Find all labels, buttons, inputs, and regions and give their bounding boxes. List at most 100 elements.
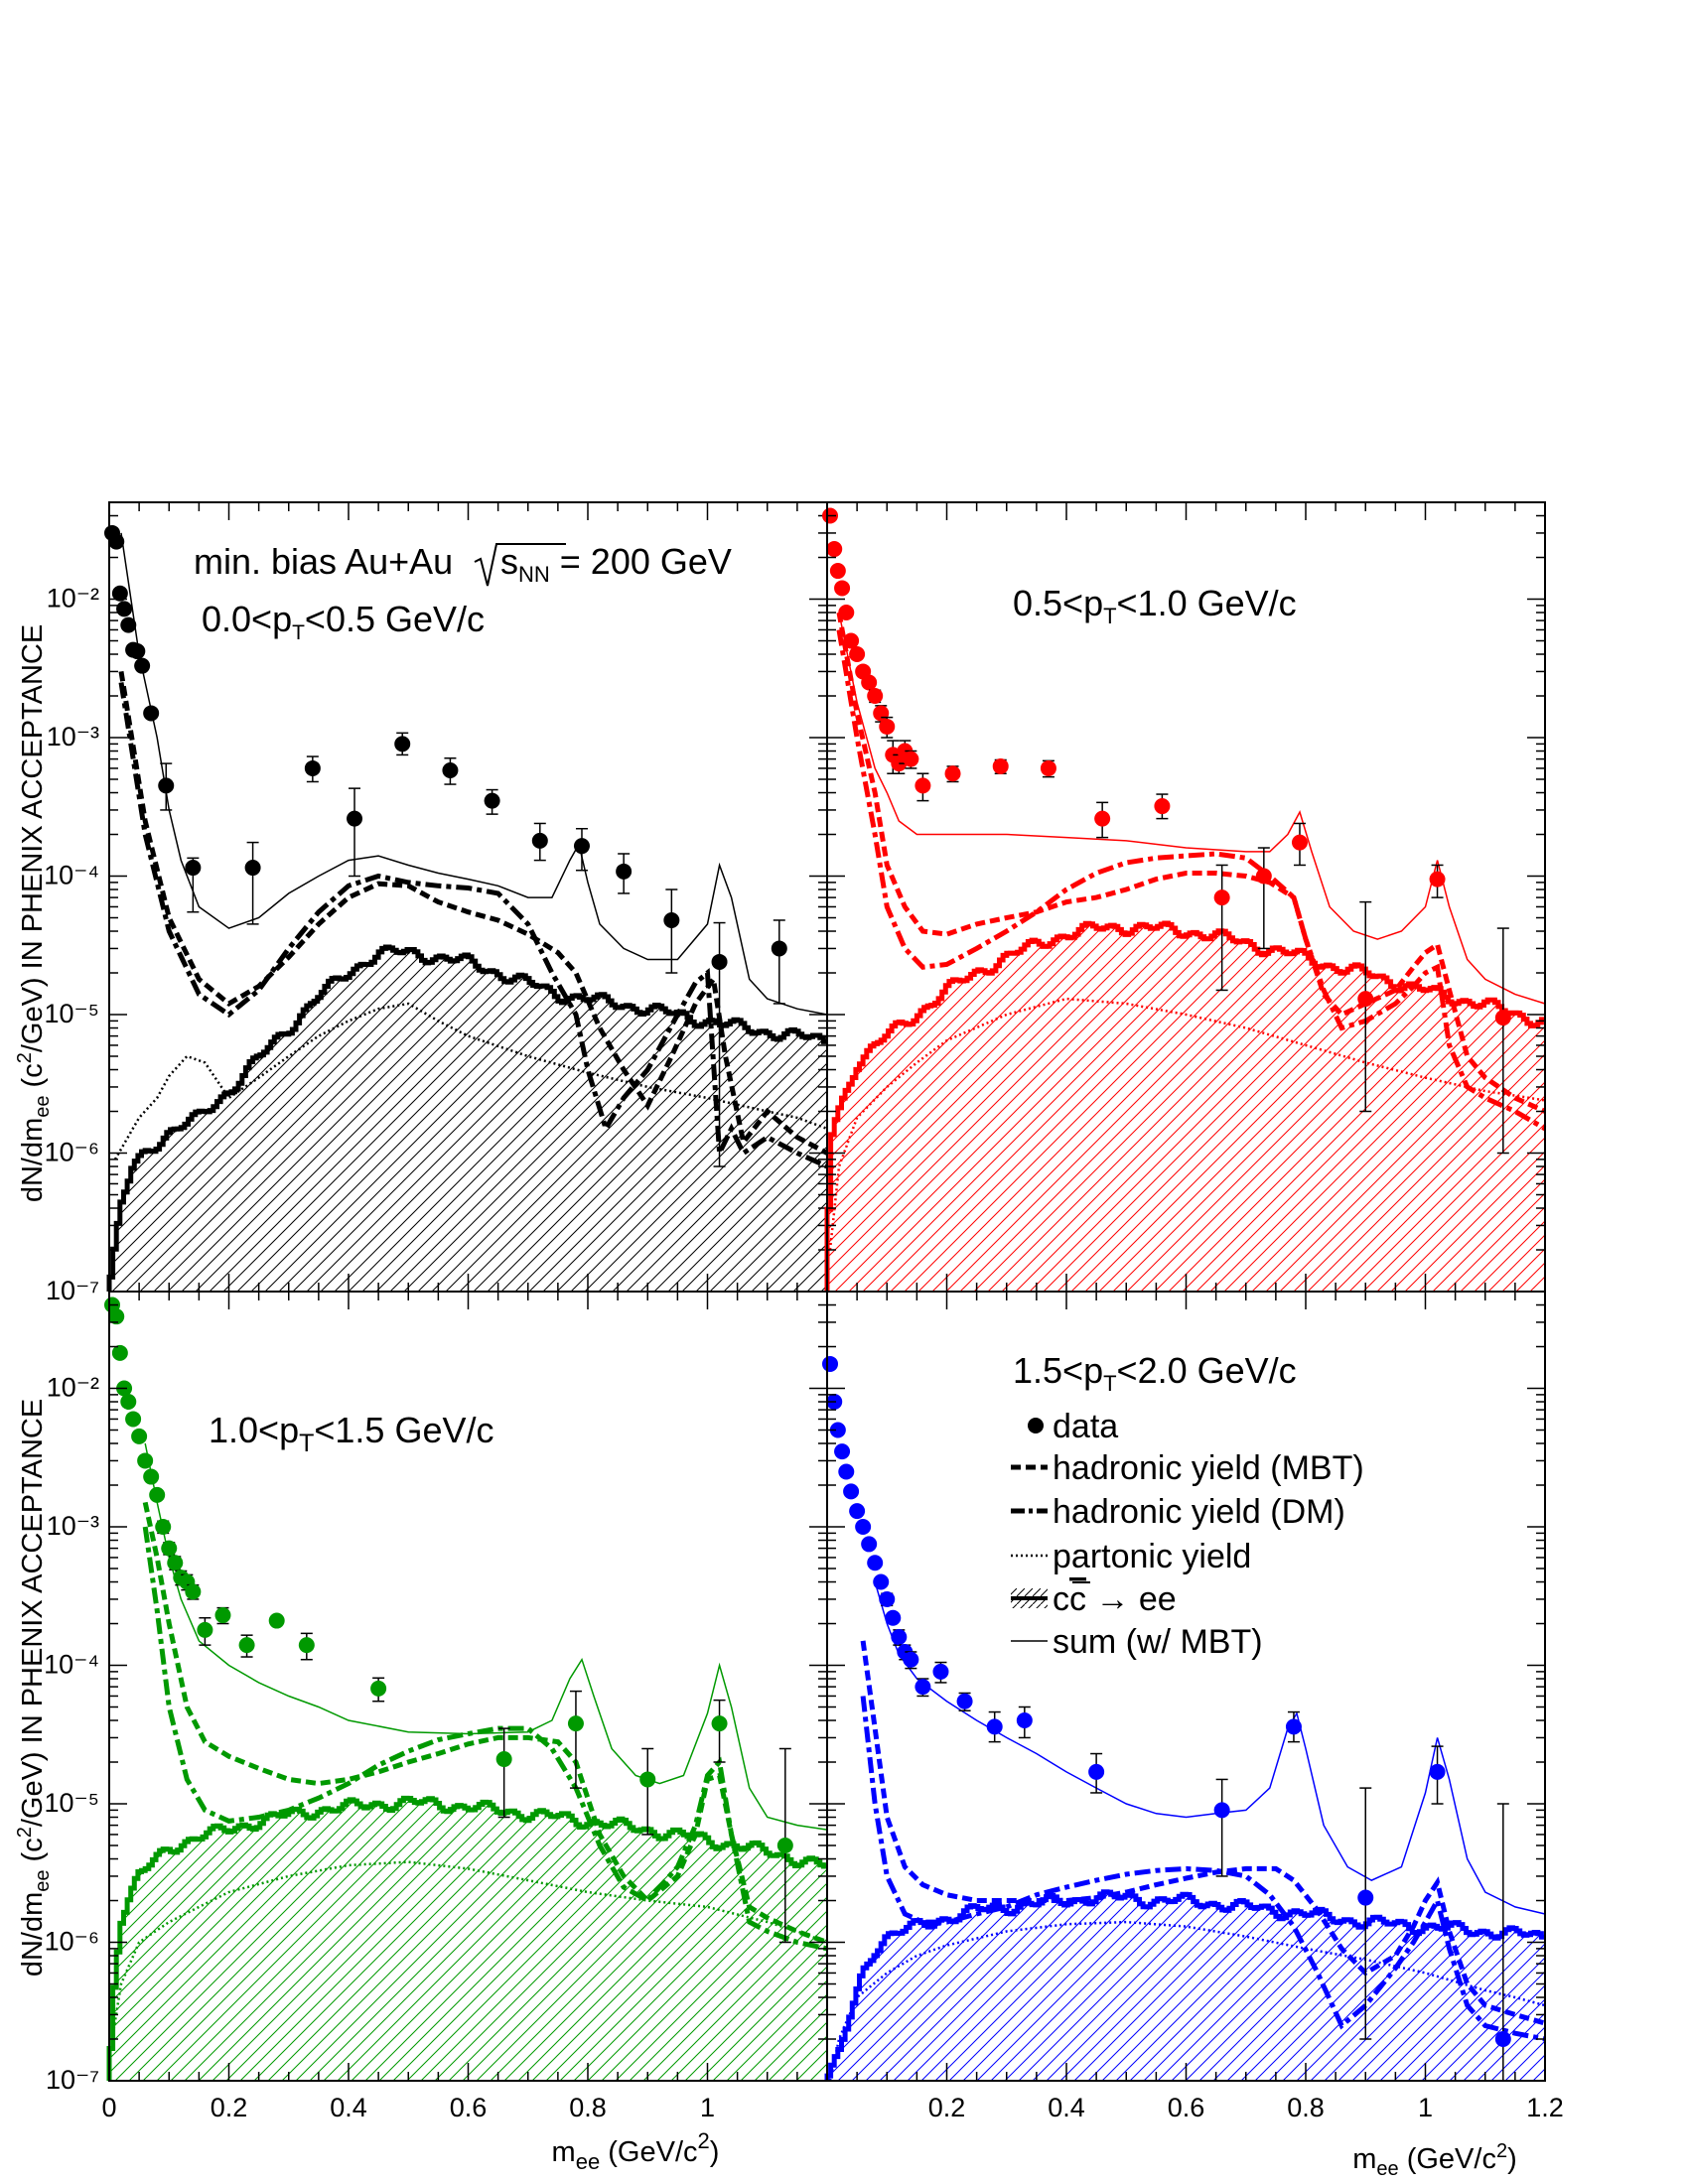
data-point: [1429, 871, 1446, 887]
figure-title: min. bias Au+Au sNN = 200 GeV: [194, 541, 732, 587]
data-point: [711, 1715, 728, 1732]
sqrt-sign-icon: [474, 543, 566, 587]
data-point: [1255, 868, 1272, 885]
legend-sum-label: sum (w/ MBT): [1053, 1623, 1263, 1661]
data-point: [849, 1503, 866, 1520]
y-axis-title-bottom: dN/dmee (c2/GeV) IN PHENIX ACCEPTANCE: [14, 1399, 54, 1977]
data-point: [891, 755, 908, 772]
data-point: [108, 533, 125, 550]
data-point: [1094, 810, 1111, 827]
data-point: [131, 1428, 148, 1444]
sum-curve: [874, 1581, 1546, 1915]
data-point: [185, 1583, 202, 1600]
data-point: [1213, 1802, 1230, 1819]
y-tick-label: 10⁻³: [47, 1511, 99, 1541]
sum-curve: [120, 532, 828, 1016]
data-point: [838, 605, 855, 621]
data-point: [903, 1651, 919, 1668]
data-point: [161, 1540, 178, 1557]
x-tick-label: 0.2: [928, 2093, 966, 2122]
data-point: [891, 1629, 908, 1646]
data-point: [867, 1555, 884, 1571]
data-point: [879, 718, 896, 735]
data-point: [879, 1590, 896, 1607]
charm-histogram: [106, 944, 827, 1292]
data-point: [347, 810, 363, 827]
x-tick-label: 0.8: [1287, 2093, 1325, 2122]
data-point: [484, 792, 500, 809]
data-point: [125, 1411, 142, 1428]
data-point: [108, 1308, 125, 1325]
data-point: [903, 751, 919, 767]
data-point: [214, 1607, 231, 1624]
data-point: [442, 762, 459, 779]
data-point: [849, 646, 866, 663]
data-point: [394, 736, 411, 752]
data-point: [298, 1637, 315, 1654]
panel-label-pt-1: 0.5<pT<1.0 GeV/c: [1013, 583, 1297, 628]
data-point: [663, 911, 680, 928]
y-tick-label: 10⁻³: [47, 722, 99, 751]
x-tick-label: 1: [700, 2093, 715, 2122]
legend-mbt-label: hadronic yield (MBT): [1053, 1449, 1364, 1487]
partonic-curve: [828, 997, 1546, 1251]
data-point: [1154, 798, 1171, 815]
mbt-curve: [836, 612, 1547, 1114]
y-tick-label: 10⁻⁷: [46, 1276, 99, 1305]
data-point: [167, 1555, 184, 1571]
data-point: [1494, 2031, 1511, 2048]
y-tick-label: 10⁻⁷: [46, 2065, 99, 2095]
x-tick-label: 0.4: [330, 2093, 367, 2122]
data-point: [304, 759, 321, 776]
data-point: [616, 863, 633, 880]
data-point: [137, 1452, 154, 1469]
data-point: [116, 601, 133, 617]
data-point: [143, 705, 160, 722]
data-point: [843, 632, 860, 649]
charm-histogram: [106, 1795, 827, 2081]
data-point: [158, 777, 175, 794]
data-point: [986, 1718, 1003, 1735]
legend-data-marker: [1028, 1418, 1044, 1433]
charm-hatch-area: [109, 1798, 827, 2081]
data-point: [120, 1394, 137, 1411]
y-tick-label: 10⁻²: [47, 1373, 99, 1403]
data-point: [829, 563, 846, 580]
x-tick-label: 1.2: [1526, 2093, 1564, 2122]
data-point: [238, 1637, 255, 1654]
x-tick-label: 0.4: [1048, 2093, 1085, 2122]
legend-partonic-label: partonic yield: [1053, 1538, 1251, 1575]
data-point: [873, 1573, 890, 1590]
data-point: [711, 953, 728, 970]
x-tick-label: 1: [1418, 2093, 1433, 2122]
data-point: [944, 765, 961, 782]
svg-text:min. bias Au+Au: min. bias Au+Au: [194, 541, 453, 582]
legend-data-label: data: [1053, 1408, 1118, 1445]
data-point: [129, 643, 146, 660]
x-tick-label: 0: [101, 2093, 116, 2122]
data-point: [776, 1837, 793, 1853]
data-point: [826, 541, 843, 558]
y-tick-label: 10⁻²: [47, 584, 99, 614]
data-point: [861, 674, 878, 691]
charm-hatch-area: [827, 923, 1545, 1292]
data-point: [838, 1463, 855, 1480]
y-tick-label: 10⁻⁶: [45, 1138, 99, 1167]
data-point: [834, 1443, 851, 1460]
data-point: [531, 832, 548, 849]
data-point: [932, 1663, 949, 1680]
x-axis-title-left: mee (GeV/c2): [552, 2128, 720, 2174]
data-point: [914, 1679, 931, 1696]
data-point: [1213, 889, 1230, 906]
data-point: [197, 1621, 213, 1638]
data-point: [1429, 1763, 1446, 1780]
x-axis-title-right: mee (GeV/c2): [1352, 2140, 1517, 2180]
panel-bottom-right: 0.2 0.4 0.6 0.8 1 1.2: [822, 1291, 1564, 2122]
data-point: [1285, 1718, 1302, 1735]
data-point: [885, 1609, 902, 1626]
panel-bottom-left: 10⁻⁷ 10⁻⁶ 10⁻⁵ 10⁻⁴ 10⁻³ 10⁻² 0 0.2 0.4 0.6 0.8 1: [44, 1291, 828, 2122]
panel-top-left: 10⁻⁷ 10⁻⁶ 10⁻⁵ 10⁻⁴ 10⁻³ 10⁻²: [44, 501, 829, 1305]
data-point: [143, 1468, 160, 1485]
dm-curve: [118, 682, 829, 1169]
